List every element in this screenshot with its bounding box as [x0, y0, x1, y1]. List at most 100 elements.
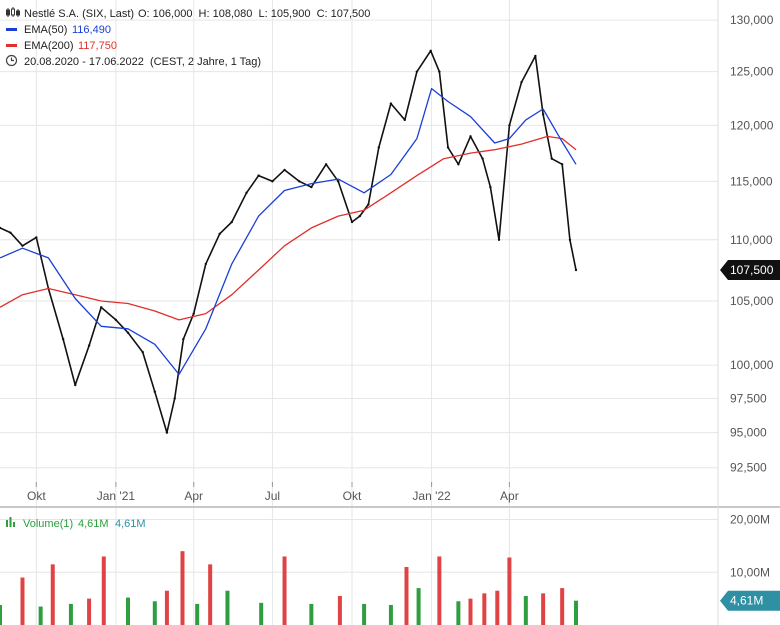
price-point: [324, 163, 328, 166]
price-point: [568, 238, 572, 242]
clock-icon: [5, 54, 18, 67]
y-tick-label: 130,000: [730, 13, 774, 27]
price-point: [508, 124, 511, 127]
y-tick-label: 92,500: [730, 461, 767, 475]
x-tick-label: Apr: [500, 489, 519, 503]
price-point: [358, 214, 361, 218]
price-point: [350, 220, 354, 224]
volume-bar: [482, 593, 487, 625]
price-point: [429, 49, 432, 52]
price-point: [0, 226, 2, 230]
price-point: [415, 70, 419, 73]
price-point: [21, 244, 24, 247]
price-point: [35, 236, 38, 239]
y-tick-label: 97,500: [730, 391, 767, 405]
price-point: [230, 220, 233, 224]
price-point: [298, 180, 301, 183]
volume-bar: [50, 564, 55, 625]
ema200-legend-swatch: [6, 44, 17, 47]
price-point: [192, 312, 195, 315]
price-point: [61, 337, 65, 341]
price-line: [0, 50, 577, 434]
x-tick-label: Okt: [343, 489, 362, 503]
volume-bar: [495, 590, 500, 625]
ema200-legend-label: EMA(200): [24, 40, 74, 52]
ema50-line: [0, 87, 577, 376]
x-tick-label: Apr: [184, 489, 203, 503]
volume-value-2: 4,61M: [115, 518, 146, 530]
ema50-legend-value: 116,490: [72, 24, 111, 36]
volume-bars: [0, 551, 578, 625]
price-point: [218, 232, 221, 236]
ohlc-values: O: 106,000 H: 108,080 L: 105,900 C: 107,…: [138, 8, 370, 20]
x-tick-label: Jul: [265, 489, 280, 503]
ema50-path: [0, 87, 577, 376]
price-point: [550, 157, 553, 160]
price-point: [560, 163, 564, 166]
price-point: [114, 318, 118, 322]
y-tick-label: 115,000: [730, 174, 773, 188]
volume-bar: [180, 551, 185, 625]
price-point: [534, 54, 537, 58]
price-point: [469, 135, 472, 138]
volume-icon: [6, 517, 15, 527]
volume-bar: [164, 590, 169, 625]
price-point: [271, 180, 274, 183]
price-point: [173, 397, 176, 400]
price-point: [541, 113, 545, 116]
price-point: [446, 146, 450, 149]
volume-bar: [456, 601, 461, 625]
ema200-legend-value: 117,750: [78, 40, 117, 52]
price-point: [182, 337, 185, 341]
x-tick-label: Okt: [27, 489, 46, 503]
price-point: [245, 191, 248, 195]
x-tick-label: Jan '22: [412, 489, 451, 503]
volume-bar: [541, 593, 546, 625]
volume-legend: Volume(1) 4,61M 4,61M: [6, 517, 146, 530]
volume-bar: [195, 603, 200, 625]
last-price-value: 107,500: [730, 263, 774, 277]
volume-bar: [68, 603, 73, 625]
volume-bar: [259, 602, 264, 625]
y-tick-label: 100,000: [730, 358, 774, 372]
volume-bar: [362, 603, 367, 625]
price-point: [204, 262, 208, 266]
volume-bar: [404, 567, 409, 625]
volume-bar: [523, 596, 528, 625]
volume-bar: [0, 604, 2, 625]
price-point: [99, 306, 103, 309]
price-point: [497, 238, 501, 242]
price-point: [336, 180, 340, 183]
price-point: [74, 383, 77, 387]
price-point: [389, 102, 393, 105]
ema200-line: [0, 135, 577, 321]
price-point: [377, 146, 381, 149]
price-point: [520, 81, 523, 84]
x-tick-label: Jan '21: [97, 489, 136, 503]
price-point: [403, 118, 406, 122]
date-range: 20.08.2020 - 17.06.2022: [24, 56, 144, 68]
price-point: [310, 185, 313, 189]
y-tick-label: 95,000: [730, 426, 767, 440]
y-tick-label: 105,000: [730, 294, 774, 308]
price-point: [457, 163, 460, 166]
volume-tick-label: 20,00M: [730, 513, 770, 527]
volume-bar: [225, 590, 230, 625]
candle-icon: [6, 7, 20, 17]
price-point: [165, 431, 169, 434]
volume-bar: [282, 556, 287, 625]
price-point: [489, 185, 492, 189]
instrument-name: Nestlé S.A. (SIX, Last): [24, 8, 134, 20]
y-tick-label: 120,000: [730, 118, 774, 132]
price-point: [9, 231, 12, 234]
y-tick-label: 110,000: [730, 233, 773, 247]
price-point: [283, 168, 286, 172]
volume-bar: [20, 577, 25, 625]
ema50-legend-label: EMA(50): [24, 24, 67, 36]
price-point: [438, 70, 441, 73]
date-range-note: (CEST, 2 Jahre, 1 Tag): [150, 56, 261, 68]
price-point: [367, 203, 370, 206]
volume-bar: [208, 564, 213, 625]
chart-legend: Nestlé S.A. (SIX, Last) O: 106,000 H: 10…: [5, 7, 370, 68]
